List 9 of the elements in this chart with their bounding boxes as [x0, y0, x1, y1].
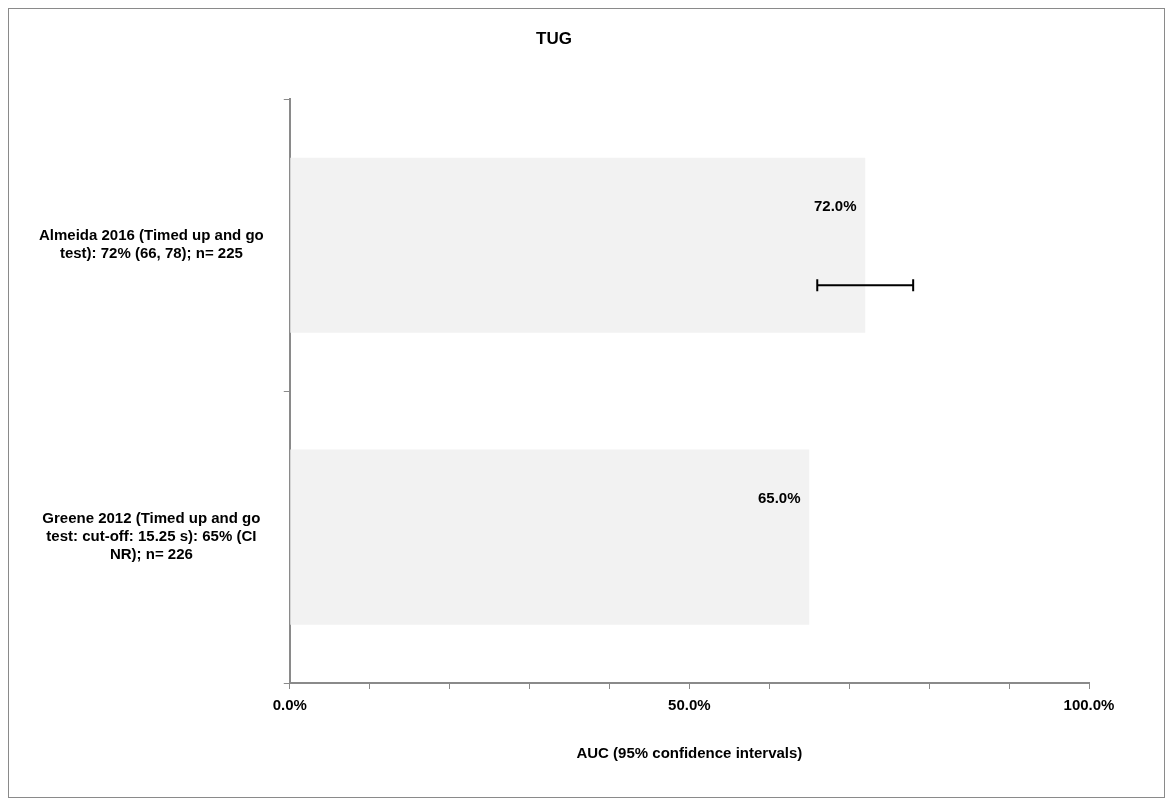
x-tick-label: 100.0%	[1063, 696, 1115, 714]
data-label: 65.0%	[758, 489, 801, 507]
x-axis-title: AUC (95% confidence intervals)	[576, 744, 803, 762]
chart-title: TUG	[536, 28, 572, 48]
data-label: 72.0%	[813, 197, 857, 215]
y-tick-label: Almeida 2016 (Timed up and go test): 72% (66, 78); n= 225	[39, 226, 264, 262]
x-tick-label: 0.0%	[272, 696, 307, 714]
x-tick-label: 50.0%	[668, 696, 711, 714]
y-tick-label: Greene 2012 (Timed up and go test: cut-off: 15.25 s): 65% (CI NR); n= 226	[42, 509, 261, 563]
